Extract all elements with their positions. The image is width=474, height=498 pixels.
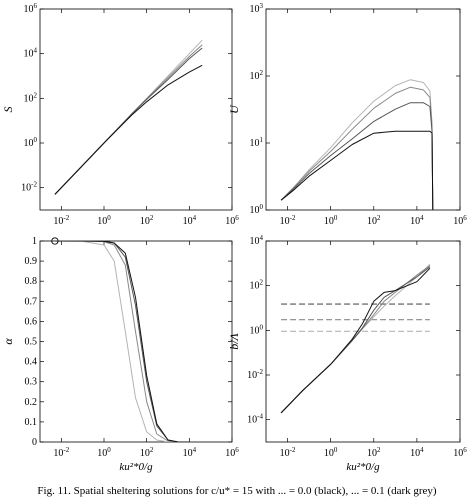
x-tick-label: 10-2 (280, 446, 296, 459)
y-tick-label: 10-2 (21, 181, 37, 194)
axes-frame (265, 8, 461, 211)
series-line-light-grey (54, 241, 190, 442)
y-tick-label: 103 (250, 2, 264, 15)
panel-bottom-right: 10-2 100 102 104 106 10-4 10-2 100 102 104 b/Λ ku²*… (227, 234, 467, 473)
x-tick-label: 106 (225, 214, 239, 227)
x-tick-label: 10-2 (280, 214, 296, 227)
x-tick-label: 102 (140, 446, 154, 459)
series-line-black (54, 241, 190, 442)
panel-bottom-left: 10-2 100 102 104 106 0 0.1 0.2 0.3 0.4 0.5 0.6 0.7 0.… (1, 236, 239, 473)
x-tick-label: 106 (453, 214, 467, 227)
y-tick-label: 0.5 (25, 337, 38, 348)
y-tick-label: 100 (24, 136, 38, 149)
y-tick-label: 10-2 (247, 368, 263, 381)
y-axis-label: b/Λ (227, 332, 241, 349)
y-tick-label: 0.3 (25, 377, 38, 388)
y-tick-label: 106 (24, 2, 38, 15)
y-tick-label: 102 (250, 69, 264, 82)
y-tick-label: 101 (250, 136, 264, 149)
plot-area (280, 264, 431, 414)
y-tick-label: 0.8 (25, 276, 38, 287)
x-tick-label: 106 (453, 446, 467, 459)
y-tick-label: 100 (250, 323, 264, 336)
x-axis-label: ku²*0/g (119, 461, 153, 473)
plot-area (54, 241, 190, 442)
series-line-light-grey (280, 79, 434, 210)
y-tick-label: 100 (250, 203, 264, 216)
x-tick-label: 100 (97, 214, 111, 227)
x-axis-label: ku²*0/g (346, 461, 380, 473)
y-tick-label: 104 (24, 47, 38, 60)
axes-frame (39, 240, 233, 443)
series-line-mid-grey (280, 265, 431, 414)
x-tick-label: 10-2 (53, 446, 69, 459)
marker-circle (51, 237, 59, 245)
series-line-black (54, 64, 203, 195)
x-tick-label: 104 (410, 446, 424, 459)
y-tick-label: 10-4 (247, 413, 263, 426)
y-axis-label: α (1, 338, 15, 345)
y-tick-label: 104 (250, 234, 264, 247)
axes-frame (39, 8, 233, 211)
y-axis-label: S (1, 107, 15, 113)
x-tick-label: 10-2 (53, 214, 69, 227)
series-line-dark-grey (54, 241, 190, 442)
plot-area (54, 39, 203, 195)
y-tick-label: 0.2 (25, 397, 38, 408)
series-line-mid-grey (54, 241, 190, 442)
y-tick-label: 102 (250, 279, 264, 292)
y-tick-label: 0 (32, 437, 37, 448)
x-tick-label: 102 (140, 214, 154, 227)
y-tick-label: 1 (32, 236, 37, 247)
panel-top-right: 10-2 100 102 104 106 100 101 102 103 U (227, 2, 467, 227)
plot-area (280, 79, 434, 210)
x-tick-label: 104 (183, 446, 197, 459)
x-tick-label: 106 (225, 446, 239, 459)
x-tick-label: 100 (324, 214, 338, 227)
y-tick-label: 0.6 (25, 316, 38, 327)
y-tick-label: 102 (24, 91, 38, 104)
x-tick-label: 102 (367, 214, 381, 227)
series-line-black (280, 267, 431, 414)
y-tick-label: 0.1 (25, 417, 38, 428)
panel-top-left: 10-2 100 102 104 106 10-2 100 102 104 106 S (1, 2, 239, 227)
x-tick-label: 100 (324, 446, 338, 459)
x-tick-label: 104 (183, 214, 197, 227)
figure-caption: Fig. 11. Spatial sheltering solutions fo… (37, 485, 437, 497)
y-tick-label: 0.9 (25, 256, 38, 267)
series-line-mid-grey (280, 86, 434, 210)
series-line-dark-grey (54, 47, 203, 195)
y-tick-label: 0.4 (25, 357, 38, 368)
series-line-dark-grey (280, 102, 434, 210)
x-tick-label: 102 (367, 446, 381, 459)
series-line-black (280, 130, 434, 210)
x-tick-label: 100 (97, 446, 111, 459)
x-tick-label: 104 (410, 214, 424, 227)
y-axis-label: U (227, 104, 241, 114)
y-tick-label: 0.7 (25, 296, 38, 307)
series-line-light-grey (280, 264, 431, 414)
axes-frame (265, 240, 461, 443)
series-line-dark-grey (280, 266, 431, 414)
